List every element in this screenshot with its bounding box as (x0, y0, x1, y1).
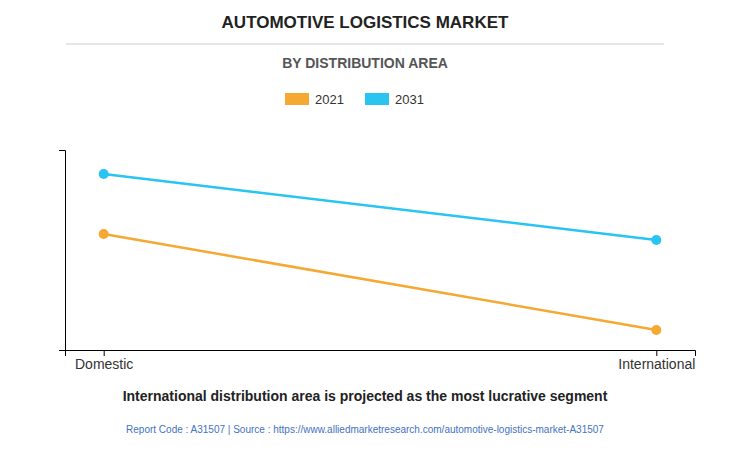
chart: AUTOMOTIVE LOGISTICS MARKET BY DISTRIBUTI… (0, 0, 730, 453)
title: AUTOMOTIVE LOGISTICS MARKET (222, 13, 509, 32)
legend-item: 2031 (365, 92, 424, 107)
plot-area: Domestic International (59, 151, 696, 372)
footnote: International distribution area is proje… (123, 388, 608, 404)
x-tick: International (618, 350, 695, 372)
series-point (99, 169, 109, 179)
legend-swatch (365, 93, 389, 105)
series-group (99, 169, 662, 335)
source: Report Code : A31507 | Source : https://… (126, 424, 604, 435)
series-point (651, 325, 661, 335)
legend: 2021 2031 (285, 92, 424, 107)
series-point (99, 229, 109, 239)
legend-label: 2031 (395, 92, 424, 107)
series-point (651, 235, 661, 245)
legend-label: 2021 (315, 92, 344, 107)
y-axis-line (59, 151, 66, 351)
x-axis-line (66, 351, 696, 357)
x-axis: Domestic International (66, 350, 696, 372)
title-divider (66, 44, 664, 45)
legend-swatch (285, 93, 309, 105)
x-tick: Domestic (75, 350, 133, 372)
x-tick-label: International (618, 356, 695, 372)
series-line (104, 174, 657, 240)
x-tick-label: Domestic (75, 356, 133, 372)
subtitle: BY DISTRIBUTION AREA (282, 55, 448, 71)
legend-item: 2021 (285, 92, 344, 107)
y-axis (59, 151, 66, 351)
series-line (104, 234, 657, 330)
